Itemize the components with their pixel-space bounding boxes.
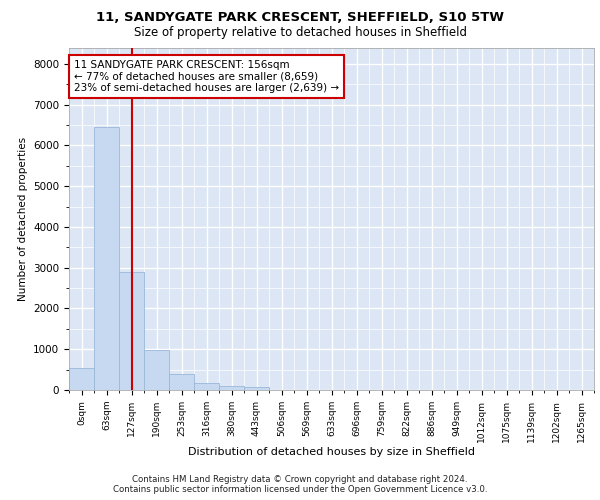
Text: Contains HM Land Registry data © Crown copyright and database right 2024.
Contai: Contains HM Land Registry data © Crown c… bbox=[113, 474, 487, 494]
Bar bbox=[169, 374, 194, 390]
Bar bbox=[244, 387, 269, 390]
Bar bbox=[94, 127, 119, 390]
Text: 11 SANDYGATE PARK CRESCENT: 156sqm
← 77% of detached houses are smaller (8,659)
: 11 SANDYGATE PARK CRESCENT: 156sqm ← 77%… bbox=[74, 60, 339, 93]
Bar bbox=[194, 382, 219, 390]
Text: 11, SANDYGATE PARK CRESCENT, SHEFFIELD, S10 5TW: 11, SANDYGATE PARK CRESCENT, SHEFFIELD, … bbox=[96, 11, 504, 24]
Bar bbox=[144, 350, 169, 390]
Y-axis label: Number of detached properties: Number of detached properties bbox=[17, 136, 28, 301]
Text: Size of property relative to detached houses in Sheffield: Size of property relative to detached ho… bbox=[133, 26, 467, 39]
Bar bbox=[119, 272, 144, 390]
Bar bbox=[219, 386, 244, 390]
X-axis label: Distribution of detached houses by size in Sheffield: Distribution of detached houses by size … bbox=[188, 448, 475, 458]
Bar bbox=[69, 368, 94, 390]
